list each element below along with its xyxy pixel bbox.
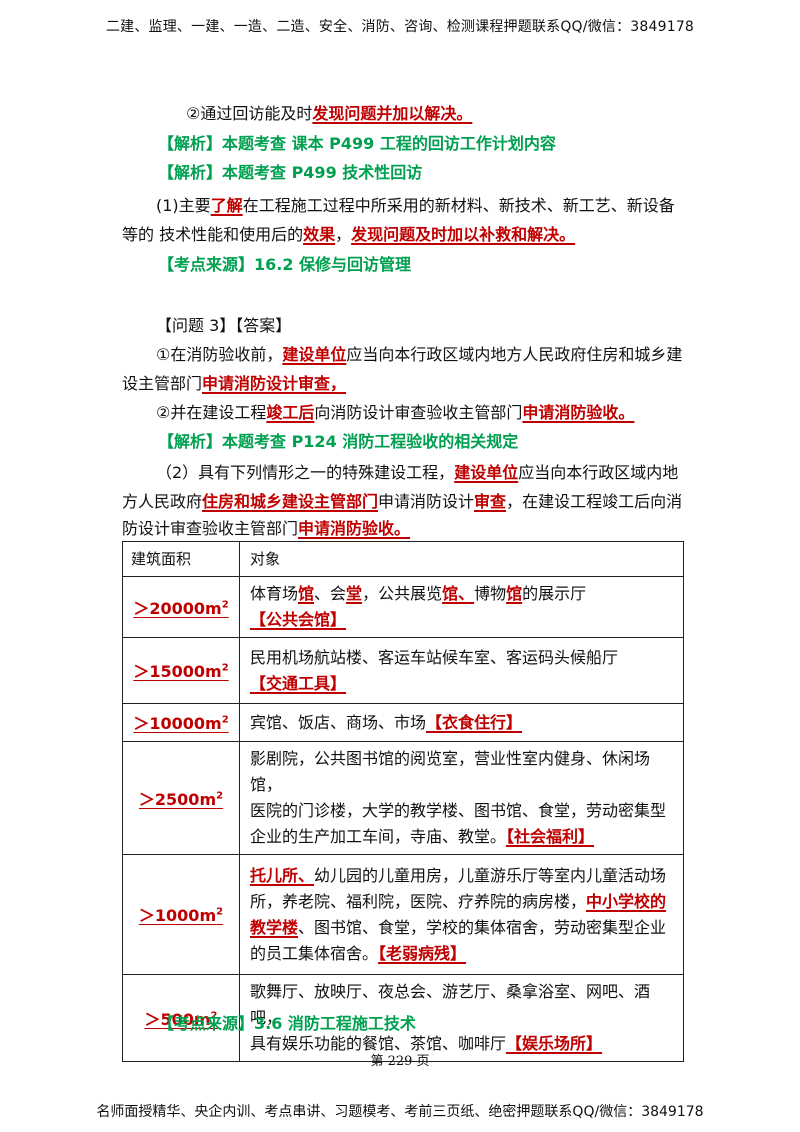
object-text: 影剧院，公共图书馆的阅览室，营业性室内健身、休闲场馆， [250, 749, 651, 794]
highlight: 【交通工具】 [250, 673, 347, 693]
highlight: 效果 [303, 225, 336, 244]
answer-line: ②通过回访能及时发现问题并加以解决。 [186, 104, 473, 123]
object-text: 具有娱乐功能的餐馆、茶馆、咖啡厅 [250, 1034, 507, 1053]
object-text: 、会 [314, 584, 347, 603]
object-text: 歌舞厅、放映厅、夜总会、游艺厅、桑拿浴室、网吧、酒吧， [250, 982, 651, 1027]
area-cell: ＞20000m2 [122, 576, 240, 638]
highlight: 【公共会馆】 [250, 610, 347, 629]
object-text: 医院的门诊楼，大学的教学楼、图书馆、食堂，劳动密集型 [250, 801, 667, 820]
area-cell: ＞500m2 [122, 974, 240, 1062]
body-line: 等的 技术性能和使用后的效果，发现问题及时加以补救和解决。 [122, 225, 576, 244]
highlight: 【衣食住行】 [426, 712, 523, 732]
highlight: 建设单位 [454, 463, 519, 482]
table-row: ＞1000m2 托儿所、幼儿园的儿童用房，儿童游乐厅等室内儿童活动场所，养老院、福… [122, 854, 684, 975]
object-text: 幼儿园的儿童用房，儿童游乐厅等室内儿童活动场 [314, 865, 667, 885]
highlight: 【老弱病残】 [378, 943, 467, 963]
table-row: ＞500m2 歌舞厅、放映厅、夜总会、游艺厅、桑拿浴室、网吧、酒吧， 具有娱乐功能的… [122, 974, 684, 1062]
object-text: 的员工集体宿舍。 [250, 943, 379, 963]
header-object: 对象 [239, 541, 684, 577]
body-line: ①在消防验收前，建设单位应当向本行政区域内地方人民政府住房和城乡建 [156, 345, 683, 364]
source-line: 【考点来源】16.2 保修与回访管理 [158, 255, 412, 274]
object-cell: 体育场馆、会堂，公共展览馆、博物馆的展示厅【公共会馆】 [239, 576, 684, 638]
object-cell: 托儿所、幼儿园的儿童用房，儿童游乐厅等室内儿童活动场所，养老院、福利院，医院、疗… [239, 854, 684, 975]
page-number: 第 229 页 [370, 1054, 430, 1069]
highlight: 堂 [346, 584, 363, 603]
highlight: 馆、 [442, 584, 475, 603]
highlight: 发现问题并加以解决。 [312, 104, 473, 123]
object-cell: 歌舞厅、放映厅、夜总会、游艺厅、桑拿浴室、网吧、酒吧， 具有娱乐功能的餐馆、茶馆、… [239, 974, 684, 1062]
source-line: 【考点来源】3.6 消防工程施工技术 [158, 1014, 416, 1033]
analysis-line: 【解析】本题考查 课本 P499 工程的回访工作计划内容 [158, 134, 556, 153]
area-value: ＞1000m2 [138, 906, 224, 926]
highlight: 馆 [506, 584, 523, 603]
highlight: 了解 [210, 196, 243, 215]
page-header: 二建、监理、一建、一造、二造、安全、消防、咨询、检测课程押题联系QQ/微信：38… [105, 19, 695, 35]
area-cell: ＞1000m2 [122, 854, 240, 975]
object-cell: 宾馆、饭店、商场、市场【衣食住行】 [239, 703, 684, 742]
table-row: ＞10000m2 宾馆、饭店、商场、市场【衣食住行】 [122, 703, 684, 742]
highlight: 审查 [474, 492, 507, 511]
building-area-table: 建筑面积 对象 ＞20000m2 体育场馆、会堂，公共展览馆、博物馆的展示厅【公共… [122, 541, 684, 1062]
area-cell: ＞2500m2 [122, 741, 240, 855]
highlight: 申请消防验收。 [522, 403, 635, 422]
area-value: ＞15000m2 [133, 662, 229, 682]
table-row: ＞20000m2 体育场馆、会堂，公共展览馆、博物馆的展示厅【公共会馆】 [122, 576, 684, 638]
highlight: 【社会福利】 [506, 827, 595, 846]
object-text: 所，养老院、福利院，医院、疗养院的病房楼， [250, 891, 587, 911]
page-footer: 名师面授精华、央企内训、考点串讲、习题模考、考前三页纸、绝密押题联系QQ/微信：… [96, 1104, 704, 1120]
area-value: ＞500m2 [144, 1009, 218, 1029]
table-header-row: 建筑面积 对象 [122, 541, 684, 577]
highlight: 申请消防设计审查， [202, 374, 347, 393]
highlight: 发现问题及时加以补救和解决。 [351, 225, 576, 244]
area-cell: ＞10000m2 [122, 703, 240, 742]
highlight: 【娱乐场所】 [506, 1034, 603, 1053]
highlight: 托儿所、 [250, 865, 315, 885]
object-text: ，公共展览 [362, 584, 443, 603]
body-line: （2）具有下列情形之一的特殊建设工程，建设单位应当向本行政区域内地 [156, 463, 679, 482]
highlight: 建设单位 [282, 345, 347, 364]
highlight: 住房和城乡建设主管部门 [202, 492, 379, 511]
highlight: 竣工后 [266, 403, 315, 422]
highlight: 馆 [298, 584, 315, 603]
object-text: 民用机场航站楼、客运车站候车室、客运码头候船厅 [250, 647, 619, 667]
header-area: 建筑面积 [122, 541, 240, 577]
object-text: 、图书馆、食堂，学校的集体宿舍，劳动密集型企业 [298, 917, 667, 937]
highlight: 中小学校的 [586, 891, 667, 911]
table-row: ＞2500m2 影剧院，公共图书馆的阅览室，营业性室内健身、休闲场馆， 医院的门诊楼… [122, 741, 684, 855]
area-cell: ＞15000m2 [122, 637, 240, 704]
area-value: ＞2500m2 [138, 789, 224, 809]
analysis-line: 【解析】本题考查 P124 消防工程验收的相关规定 [158, 432, 519, 451]
body-line: 设主管部门申请消防设计审查， [122, 374, 347, 393]
table-row: ＞15000m2 民用机场航站楼、客运车站候车室、客运码头候船厅 【交通工具】 [122, 637, 684, 704]
highlight: 申请消防验收。 [298, 519, 411, 538]
highlight: 教学楼 [250, 917, 299, 937]
object-text: 博物 [474, 584, 507, 603]
analysis-line: 【解析】本题考查 P499 技术性回访 [158, 163, 423, 182]
object-text: 企业的生产加工车间，寺庙、教堂。 [250, 827, 507, 846]
body-line: ②并在建设工程竣工后向消防设计审查验收主管部门申请消防验收。 [156, 403, 635, 422]
object-cell: 民用机场航站楼、客运车站候车室、客运码头候船厅 【交通工具】 [239, 637, 684, 704]
body-line: 防设计审查验收主管部门申请消防验收。 [122, 519, 411, 538]
object-cell: 影剧院，公共图书馆的阅览室，营业性室内健身、休闲场馆， 医院的门诊楼，大学的教学楼… [239, 741, 684, 855]
area-value: ＞10000m2 [133, 714, 229, 734]
body-line: (1)主要了解在工程施工过程中所采用的新材料、新技术、新工艺、新设备 [156, 196, 675, 215]
object-text: 的展示厅 [522, 584, 587, 603]
body-line: 方人民政府住房和城乡建设主管部门申请消防设计审查，在建设工程竣工后向消 [122, 492, 683, 511]
area-value: ＞20000m2 [133, 598, 229, 618]
object-text: 宾馆、饭店、商场、市场 [250, 712, 427, 732]
question-heading: 【问题 3】【答案】 [156, 316, 292, 335]
object-text: 体育场 [250, 584, 299, 603]
